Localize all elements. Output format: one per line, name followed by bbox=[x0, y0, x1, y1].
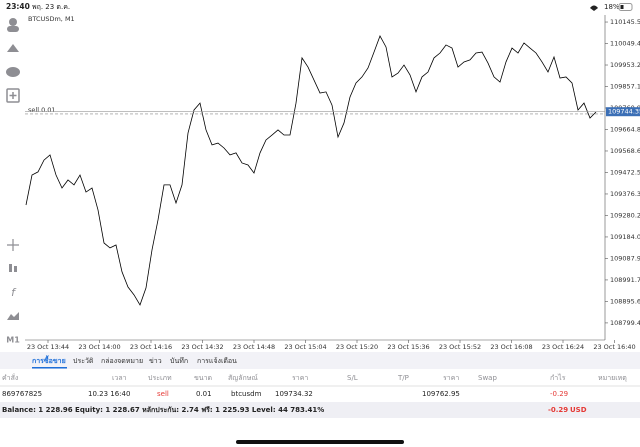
currency: USD bbox=[570, 406, 587, 414]
y-tick-label: 110049.40 bbox=[610, 40, 640, 48]
y-tick-label: 110145.55 bbox=[610, 18, 640, 26]
account-icon[interactable] bbox=[9, 18, 17, 26]
total-profit: -0.29 bbox=[548, 406, 568, 414]
x-tick-label: 23 Oct 15:04 bbox=[284, 343, 326, 351]
account-summary: Balance: 1 228.96 Equity: 1 228.67 หลักป… bbox=[2, 406, 324, 414]
crosshair-icon[interactable] bbox=[7, 239, 19, 251]
status-date: พฤ. 23 ต.ค. bbox=[32, 3, 70, 11]
column-header: ราคา bbox=[292, 374, 308, 382]
x-tick-label: 23 Oct 16:40 bbox=[593, 343, 635, 351]
tab[interactable]: การซื้อขาย bbox=[32, 354, 66, 365]
y-tick-label: 109376.35 bbox=[610, 190, 640, 198]
table-cell: sell bbox=[157, 390, 169, 398]
status-time: 23:40 bbox=[6, 2, 30, 11]
x-tick-label: 23 Oct 13:44 bbox=[27, 343, 69, 351]
x-tick-label: 23 Oct 15:36 bbox=[387, 343, 429, 351]
y-tick-label: 109664.80 bbox=[610, 125, 640, 133]
x-tick-label: 23 Oct 16:24 bbox=[542, 343, 584, 351]
trade-icon[interactable] bbox=[7, 44, 19, 52]
y-tick-label: 109087.90 bbox=[610, 254, 640, 262]
tab-bar bbox=[0, 352, 640, 369]
y-tick-label: 109280.20 bbox=[610, 211, 640, 219]
objects-icon[interactable] bbox=[7, 312, 19, 320]
tab[interactable]: การแจ้งเตือน bbox=[197, 357, 237, 365]
battery-level bbox=[620, 5, 624, 9]
x-tick-label: 23 Oct 14:48 bbox=[233, 343, 275, 351]
y-tick-label: 109568.65 bbox=[610, 147, 640, 155]
order-label: sell 0.01 bbox=[28, 106, 56, 114]
chat-icon[interactable] bbox=[6, 67, 20, 77]
x-tick-label: 23 Oct 16:08 bbox=[490, 343, 532, 351]
y-tick-label: 109472.50 bbox=[610, 168, 640, 176]
chart-title: BTCUSDm, M1 bbox=[28, 15, 75, 23]
price-line bbox=[25, 35, 597, 306]
footer-bar bbox=[0, 402, 640, 418]
y-tick-label: 108991.75 bbox=[610, 276, 640, 284]
candle-icon[interactable] bbox=[9, 264, 12, 272]
x-tick-label: 23 Oct 15:52 bbox=[439, 343, 481, 351]
y-tick-label: 108799.45 bbox=[610, 319, 640, 327]
x-tick-label: 23 Oct 15:20 bbox=[336, 343, 378, 351]
column-header: สัญลักษณ์ bbox=[228, 374, 258, 382]
bid-label-box bbox=[606, 107, 640, 117]
table-cell: -0.29 bbox=[550, 390, 568, 398]
tab[interactable]: กล่องจดหมาย bbox=[101, 357, 143, 365]
x-tick-label: 23 Oct 14:32 bbox=[181, 343, 223, 351]
new-order-plus bbox=[9, 92, 17, 99]
y-tick-label: 109184.05 bbox=[610, 233, 640, 241]
left-toolbar: f M1 bbox=[6, 18, 20, 345]
table-cell: 869767825 bbox=[2, 390, 42, 398]
table-cell: btcusdm bbox=[231, 390, 262, 398]
y-tick-label: 109953.25 bbox=[610, 61, 640, 69]
column-header: T/P bbox=[397, 374, 409, 382]
home-indicator bbox=[236, 440, 404, 444]
column-header: ราคา bbox=[443, 374, 459, 382]
x-tick-label: 23 Oct 14:16 bbox=[130, 343, 172, 351]
column-header: คำสั่ง bbox=[2, 373, 18, 382]
table-cell: 0.01 bbox=[196, 390, 212, 398]
new-order-icon[interactable] bbox=[6, 88, 20, 103]
wifi-icon bbox=[590, 5, 598, 11]
tab[interactable]: ข่าว bbox=[149, 357, 162, 365]
timeframe-button[interactable]: M1 bbox=[6, 336, 20, 345]
battery-icon bbox=[618, 3, 633, 11]
table-cell: 109762.95 bbox=[422, 390, 460, 398]
y-tick-label: 108895.60 bbox=[610, 297, 640, 305]
x-tick-label: 23 Oct 14:00 bbox=[78, 343, 120, 351]
candle-icon-2 bbox=[14, 266, 17, 272]
table-cell: 10.23 16:40 bbox=[88, 390, 130, 398]
column-header: หมายเหตุ bbox=[598, 374, 627, 382]
indicator-icon[interactable]: f bbox=[11, 286, 17, 299]
column-header: กำไร bbox=[550, 373, 566, 382]
column-header: เวลา bbox=[112, 374, 127, 382]
table-cell: 109734.32 bbox=[275, 390, 313, 398]
battery-text: 18% bbox=[604, 3, 620, 11]
column-header: ประเภท bbox=[148, 374, 172, 382]
y-tick-label: 109857.10 bbox=[610, 83, 640, 91]
tab[interactable]: บันทึก bbox=[170, 356, 188, 365]
column-header: ขนาด bbox=[194, 374, 212, 382]
tab[interactable]: ประวัติ bbox=[73, 357, 94, 365]
bid-label: 109744.35 bbox=[608, 108, 640, 116]
account-icon-body bbox=[7, 26, 19, 32]
column-header: S/L bbox=[347, 374, 358, 382]
tab-underline bbox=[32, 367, 67, 369]
column-header: Swap bbox=[478, 374, 497, 382]
